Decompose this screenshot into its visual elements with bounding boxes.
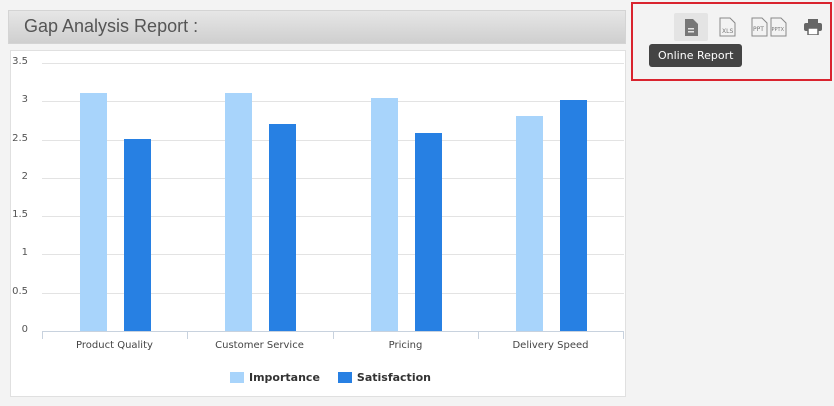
bar-importance[interactable] <box>516 116 543 331</box>
svg-text:XLS: XLS <box>722 28 733 35</box>
xls-icon: XLS <box>719 17 736 37</box>
document-icon <box>685 18 698 36</box>
x-tick <box>187 331 188 339</box>
y-tick-label: 3 <box>21 94 28 105</box>
gridline <box>42 254 624 255</box>
legend-label: Satisfaction <box>356 371 431 384</box>
bar-satisfaction[interactable] <box>560 100 587 331</box>
x-tick-label: Pricing <box>388 340 423 351</box>
x-tick <box>623 331 624 339</box>
y-tick-label: 2.5 <box>12 133 28 144</box>
svg-text:PPT: PPT <box>753 26 764 33</box>
y-tick-label: 2 <box>21 171 28 182</box>
gridline <box>42 293 624 294</box>
gridline <box>42 101 624 102</box>
legend-swatch-importance <box>230 372 244 383</box>
y-tick-label: 0 <box>21 324 28 335</box>
print-icon <box>804 19 822 35</box>
pptx-export-button[interactable]: PPTX <box>769 13 789 41</box>
legend-swatch-satisfaction <box>337 372 352 383</box>
bar-importance[interactable] <box>225 93 252 331</box>
bar-importance[interactable] <box>80 93 107 331</box>
ppt-icon: PPT <box>751 17 768 37</box>
page-title: Gap Analysis Report : <box>24 16 199 36</box>
legend-item-importance[interactable]: Importance <box>230 371 320 384</box>
legend-item-satisfaction[interactable]: Satisfaction <box>337 371 431 384</box>
x-tick <box>478 331 479 339</box>
y-tick-label: 3.5 <box>12 56 28 67</box>
x-tick-label: Product Quality <box>76 340 153 351</box>
y-tick-label: 0.5 <box>12 286 28 297</box>
online-report-button[interactable] <box>674 13 708 41</box>
print-button[interactable] <box>802 13 824 41</box>
gridline <box>42 63 624 64</box>
export-toolbar: XLS PPT PPTX Online Report <box>631 2 832 81</box>
pptx-icon: PPTX <box>770 17 787 37</box>
x-tick-label: Delivery Speed <box>512 340 589 351</box>
x-tick-label: Customer Service <box>215 340 304 351</box>
x-tick <box>333 331 334 339</box>
bar-satisfaction[interactable] <box>124 139 151 331</box>
bar-satisfaction[interactable] <box>269 124 296 331</box>
bar-satisfaction[interactable] <box>415 133 442 331</box>
xls-export-button[interactable]: XLS <box>717 13 739 41</box>
legend-label: Importance <box>249 371 320 384</box>
tooltip: Online Report <box>649 44 743 67</box>
x-tick <box>42 331 43 339</box>
ppt-export-button[interactable]: PPT <box>750 13 770 41</box>
svg-text:PPTX: PPTX <box>772 27 785 33</box>
report-header: Gap Analysis Report : <box>8 10 626 44</box>
bar-importance[interactable] <box>371 98 398 331</box>
gridline <box>42 178 624 179</box>
gridline <box>42 140 624 141</box>
gridline <box>42 216 624 217</box>
y-tick-label: 1 <box>21 247 28 258</box>
y-tick-label: 1.5 <box>12 209 28 220</box>
chart-legend: Importance Satisfaction <box>230 371 449 384</box>
